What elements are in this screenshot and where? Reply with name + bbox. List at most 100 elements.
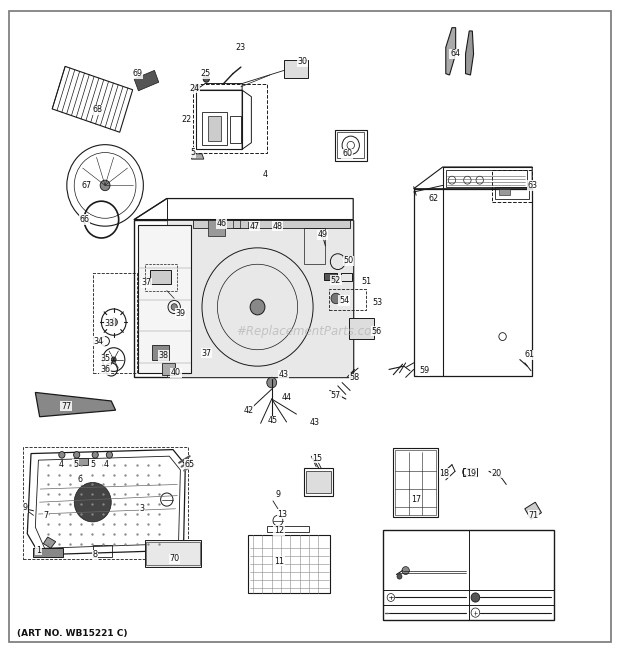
Text: 37: 37 xyxy=(202,348,211,358)
Bar xyxy=(196,90,242,149)
Bar xyxy=(33,548,63,557)
Text: 3: 3 xyxy=(140,504,144,513)
Text: 37: 37 xyxy=(141,278,151,287)
Text: 68: 68 xyxy=(92,106,102,114)
Text: 30: 30 xyxy=(298,57,308,67)
Bar xyxy=(149,269,171,284)
Bar xyxy=(134,220,353,378)
Circle shape xyxy=(74,451,80,458)
Bar xyxy=(393,448,438,517)
Circle shape xyxy=(402,566,409,574)
Circle shape xyxy=(59,451,65,458)
Text: 17: 17 xyxy=(411,495,421,504)
Text: 33: 33 xyxy=(104,319,115,328)
Text: 24: 24 xyxy=(189,84,199,92)
Text: 6: 6 xyxy=(78,475,83,484)
Polygon shape xyxy=(446,28,456,75)
Bar xyxy=(383,530,554,620)
Text: 5: 5 xyxy=(90,459,95,469)
Text: 22: 22 xyxy=(182,115,192,124)
Bar xyxy=(304,228,326,264)
Circle shape xyxy=(195,84,200,90)
Text: 69: 69 xyxy=(132,69,142,78)
Text: 59: 59 xyxy=(419,366,429,376)
Bar xyxy=(233,220,241,228)
Text: 52: 52 xyxy=(331,276,341,284)
Bar xyxy=(499,189,510,195)
Bar xyxy=(208,115,221,141)
Text: 4: 4 xyxy=(59,460,64,469)
Text: 13: 13 xyxy=(277,510,287,519)
Text: 36: 36 xyxy=(100,365,110,374)
Bar xyxy=(248,535,330,593)
Bar xyxy=(93,545,112,557)
Bar xyxy=(337,132,365,158)
Text: 44: 44 xyxy=(281,393,291,402)
Text: 51: 51 xyxy=(361,277,372,286)
Bar xyxy=(23,447,188,559)
Bar xyxy=(202,112,227,145)
Bar xyxy=(144,264,177,290)
Text: 35: 35 xyxy=(100,354,110,364)
Text: 18: 18 xyxy=(440,469,450,478)
Text: 47: 47 xyxy=(249,222,260,230)
Bar xyxy=(446,170,527,187)
Text: 40: 40 xyxy=(171,368,181,378)
Text: 4: 4 xyxy=(104,460,109,469)
Polygon shape xyxy=(466,31,474,75)
Bar xyxy=(138,225,191,373)
Text: (ART NO. WB15221 C): (ART NO. WB15221 C) xyxy=(17,629,127,638)
Polygon shape xyxy=(43,537,56,548)
Text: 60: 60 xyxy=(342,149,352,158)
Text: 46: 46 xyxy=(217,219,227,228)
Text: 71: 71 xyxy=(528,511,539,520)
Bar xyxy=(395,450,436,515)
Text: 50: 50 xyxy=(343,257,353,265)
Text: 39: 39 xyxy=(175,309,185,318)
Text: 9: 9 xyxy=(275,490,280,499)
Bar xyxy=(144,541,202,566)
Circle shape xyxy=(110,318,117,326)
Text: 5: 5 xyxy=(190,148,195,157)
Circle shape xyxy=(100,180,110,191)
Text: 23: 23 xyxy=(236,43,246,52)
Bar xyxy=(93,273,137,373)
Text: 54: 54 xyxy=(339,296,349,305)
Text: 20: 20 xyxy=(491,469,502,478)
Polygon shape xyxy=(192,154,204,159)
Circle shape xyxy=(397,574,402,579)
Bar xyxy=(463,468,477,476)
Circle shape xyxy=(111,357,116,362)
Circle shape xyxy=(250,299,265,315)
Text: 57: 57 xyxy=(331,391,341,400)
Text: 70: 70 xyxy=(169,554,179,563)
Text: 43: 43 xyxy=(310,418,320,426)
Text: 53: 53 xyxy=(373,298,383,307)
Text: 64: 64 xyxy=(450,50,460,59)
Polygon shape xyxy=(134,71,159,91)
Text: 48: 48 xyxy=(272,222,282,230)
Bar xyxy=(248,222,254,228)
Text: 45: 45 xyxy=(268,416,278,425)
Text: 12: 12 xyxy=(274,526,284,535)
Bar xyxy=(495,187,529,199)
Bar xyxy=(414,189,532,376)
Bar xyxy=(193,84,267,152)
Text: 77: 77 xyxy=(61,402,71,411)
Bar xyxy=(324,273,337,280)
Text: 58: 58 xyxy=(350,374,360,383)
Bar xyxy=(146,543,200,564)
Text: 7: 7 xyxy=(43,511,48,520)
Circle shape xyxy=(74,482,111,522)
Bar xyxy=(335,129,367,161)
Text: 56: 56 xyxy=(371,327,382,336)
Text: 8: 8 xyxy=(93,550,98,559)
Bar xyxy=(304,468,334,496)
Text: #ReplacementParts.com: #ReplacementParts.com xyxy=(237,325,383,338)
Circle shape xyxy=(92,451,99,458)
Circle shape xyxy=(471,593,480,602)
Polygon shape xyxy=(35,393,115,416)
Text: 9: 9 xyxy=(22,503,27,512)
Text: 42: 42 xyxy=(243,406,254,414)
Text: 1: 1 xyxy=(36,546,41,554)
